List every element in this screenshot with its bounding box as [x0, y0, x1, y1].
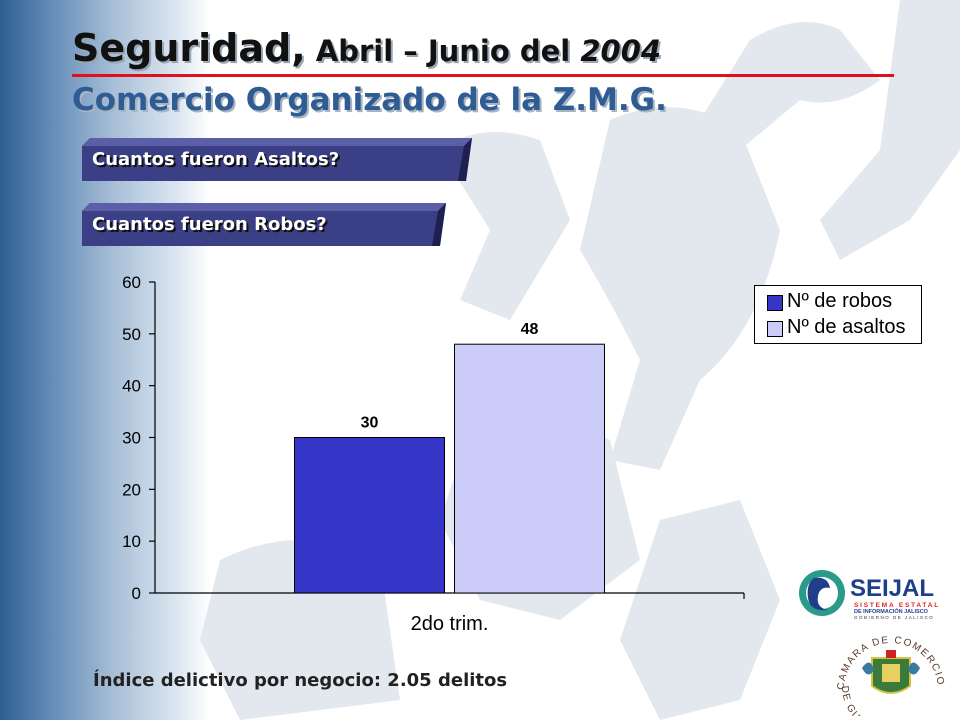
seijal-name: SEIJAL: [850, 575, 934, 602]
x-category-label: 2do trim.: [411, 613, 489, 635]
title-period: Abril – Junio del: [305, 34, 581, 68]
page-subtitle: Comercio Organizado de la Z.M.G.: [72, 82, 667, 118]
chart-legend: Nº de robos Nº de asaltos: [754, 285, 922, 344]
index-footnote: Índice delictivo por negocio: 2.05 delit…: [93, 670, 508, 691]
seijal-line-3: GOBIERNO DE JALISCO: [854, 615, 934, 620]
y-tick-label: 0: [132, 584, 141, 603]
y-tick-label: 30: [122, 429, 141, 448]
title-year: 2004: [580, 34, 662, 68]
asaltos-button-label: Cuantos fueron Asaltos?: [92, 149, 340, 170]
left-gradient-band: [0, 0, 210, 720]
camara-comercio-logo: CAMARA DE COMERCIO DE GUADALAJARA: [836, 635, 945, 716]
seijal-line-1: SISTEMA ESTATAL: [854, 602, 940, 609]
title-main: Seguridad: [72, 26, 292, 70]
legend-label-asaltos: Nº de asaltos: [787, 316, 906, 338]
bar-robos: [294, 437, 445, 594]
bar-asaltos: [454, 343, 605, 594]
title-underline: [72, 74, 894, 77]
seijal-line-2: DE INFORMACIÓN JALISCO: [854, 607, 929, 615]
legend-swatch-asaltos: [767, 321, 783, 337]
title-separator: ,: [291, 26, 306, 70]
seijal-logo: SEIJAL SISTEMA ESTATAL DE INFORMACIÓN JA…: [799, 570, 940, 620]
asaltos-button-shape: [82, 138, 472, 181]
legend-label-robos: Nº de robos: [787, 290, 893, 312]
y-tick-label: 20: [122, 480, 141, 499]
y-tick-label: 40: [122, 377, 141, 396]
y-tick-label: 50: [122, 325, 141, 344]
robos-button-label: Cuantos fueron Robos?: [92, 214, 327, 235]
robos-button-shape: [82, 203, 446, 246]
y-tick-label: 10: [122, 532, 141, 551]
data-label-asaltos: 48: [521, 321, 539, 338]
robos-button[interactable]: Cuantos fueron Robos?: [82, 202, 448, 247]
data-label-robos: 30: [361, 415, 379, 432]
y-tick-label: 60: [122, 273, 141, 292]
asaltos-button[interactable]: Cuantos fueron Asaltos?: [82, 137, 474, 182]
page-title: Seguridad, Abril – Junio del 2004: [72, 26, 661, 70]
bar-chart: 0 10 20 30 40 50 60 30 48 2do trim.: [122, 273, 745, 635]
legend-swatch-robos: [767, 295, 783, 311]
